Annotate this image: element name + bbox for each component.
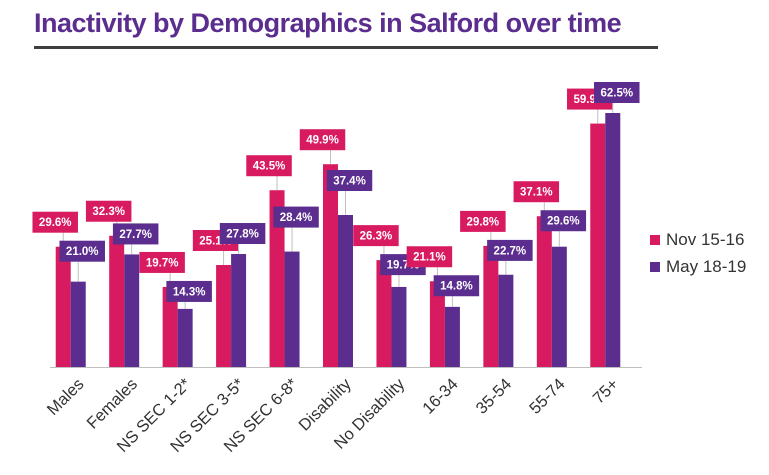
bar-2-5 xyxy=(338,215,353,367)
data-label-2-0: 21.0% xyxy=(66,246,99,258)
data-label-box-2-9 xyxy=(540,210,587,232)
bar-2-2 xyxy=(177,308,193,367)
data-label-2-3: 27.8% xyxy=(226,229,259,241)
data-label-2-5: 37.4% xyxy=(333,176,366,188)
data-label-box-2-3 xyxy=(219,223,266,245)
bar-2-10 xyxy=(605,113,621,367)
data-label-2-1: 27.7% xyxy=(119,229,152,241)
data-label-box-2-4 xyxy=(273,206,319,228)
legend-swatch-series-1 xyxy=(650,234,660,245)
bar-1-3 xyxy=(216,264,232,367)
title-underline xyxy=(34,46,658,49)
data-label-box-1-8 xyxy=(460,210,506,232)
data-label-2-4: 28.4% xyxy=(280,212,313,224)
bar-2-0 xyxy=(70,281,86,367)
x-tick-label-9: 55-74 xyxy=(526,375,569,418)
legend-label-series-2: May 18-19 xyxy=(666,256,747,276)
data-label-2-8: 22.7% xyxy=(494,245,527,257)
data-label-box-1-6 xyxy=(353,225,399,247)
bar-1-4 xyxy=(269,190,285,367)
data-label-box-2-8 xyxy=(487,239,533,261)
bar-1-1 xyxy=(109,235,125,367)
data-label-box-1-7 xyxy=(406,246,453,268)
bar-2-9 xyxy=(551,246,567,367)
bar-2-6 xyxy=(391,286,407,367)
data-label-2-7: 14.8% xyxy=(440,281,473,293)
chart-title: Inactivity by Demographics in Salford ov… xyxy=(34,8,622,38)
bar-1-9 xyxy=(536,216,552,367)
legend-label-series-1: Nov 15-16 xyxy=(666,229,745,249)
bar-1-10 xyxy=(590,123,606,367)
data-label-box-1-1 xyxy=(85,200,132,222)
data-label-box-1-0 xyxy=(32,211,78,233)
bar-1-2 xyxy=(162,286,178,367)
x-tick-label-7: 16-34 xyxy=(419,375,462,418)
legend-item-series-2: May 18-19 xyxy=(650,253,746,280)
data-label-1-6: 26.3% xyxy=(360,231,393,243)
data-label-box-1-4 xyxy=(246,155,292,177)
data-label-box-1-5 xyxy=(299,129,346,151)
bar-2-4 xyxy=(284,251,300,367)
data-label-1-1: 32.3% xyxy=(92,206,125,218)
bar-1-8 xyxy=(483,245,499,367)
bar-1-6 xyxy=(376,260,392,367)
data-label-1-9: 37.1% xyxy=(520,187,553,199)
legend-item-series-1: Nov 15-16 xyxy=(650,226,746,253)
data-label-box-2-5 xyxy=(326,170,373,192)
bar-1-7 xyxy=(429,281,445,367)
data-label-box-2-10 xyxy=(594,82,640,103)
data-label-1-0: 29.6% xyxy=(39,217,72,229)
data-label-box-2-0 xyxy=(59,240,105,262)
bar-2-3 xyxy=(231,254,247,367)
data-label-1-8: 29.8% xyxy=(467,216,500,228)
data-label-box-2-7 xyxy=(433,275,480,297)
legend-swatch-series-2 xyxy=(650,261,660,272)
data-label-1-5: 49.9% xyxy=(306,135,339,147)
data-label-box-2-1 xyxy=(112,223,159,245)
data-label-1-4: 43.5% xyxy=(253,161,286,173)
bar-1-0 xyxy=(55,246,71,367)
data-label-box-1-2 xyxy=(139,251,185,273)
data-label-2-2: 14.3% xyxy=(173,286,206,298)
data-label-1-7: 21.1% xyxy=(413,252,446,264)
data-label-box-2-2 xyxy=(166,280,212,302)
data-label-box-1-9 xyxy=(513,181,560,203)
bar-2-8 xyxy=(498,274,514,367)
x-tick-label-10: 75+ xyxy=(590,375,623,408)
data-label-1-2: 19.7% xyxy=(146,257,179,269)
data-label-2-10: 62.5% xyxy=(600,88,633,100)
x-tick-label-8: 35-54 xyxy=(473,375,516,418)
data-label-2-9: 29.6% xyxy=(547,216,580,228)
bar-2-1 xyxy=(124,254,140,367)
bar-1-5 xyxy=(323,164,338,367)
bar-2-7 xyxy=(444,306,460,367)
chart-legend: Nov 15-16 May 18-19 xyxy=(650,226,746,280)
x-tick-label-0: Males xyxy=(44,375,88,419)
